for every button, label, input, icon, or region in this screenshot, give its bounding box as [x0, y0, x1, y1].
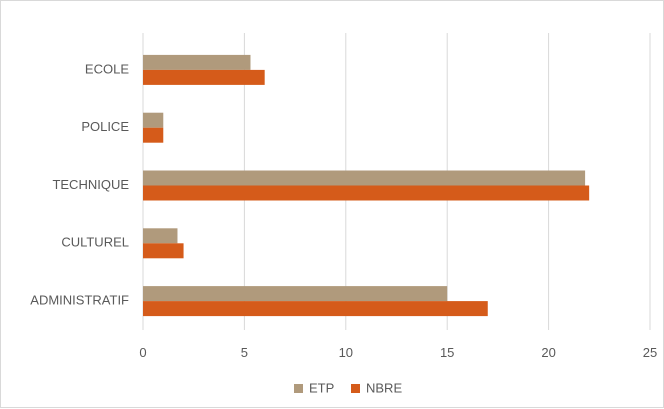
category-labels: ECOLE POLICE TECHNIQUE CULTUREL ADMINISTRATI… — [30, 61, 129, 307]
tick-label-25: 25 — [643, 345, 657, 360]
category-label-police: POLICE — [81, 119, 129, 134]
bar-nbre-technique — [143, 185, 590, 201]
bar-etp-administratif — [143, 286, 448, 302]
bar-nbre-ecole — [143, 69, 265, 85]
category-label-culturel: CULTUREL — [61, 235, 129, 250]
x-axis-tick-labels: 0 5 10 15 20 25 — [139, 345, 657, 360]
bar-etp-police — [143, 112, 164, 128]
bar-etp-technique — [143, 170, 586, 186]
bar-etp-ecole — [143, 54, 251, 70]
legend-swatch-nbre — [351, 384, 360, 393]
legend-label-etp: ETP — [309, 380, 334, 395]
bar-nbre-police — [143, 127, 164, 143]
bars — [143, 54, 590, 317]
tick-label-20: 20 — [541, 345, 555, 360]
category-label-administratif: ADMINISTRATIF — [30, 293, 129, 308]
category-label-technique: TECHNIQUE — [52, 177, 129, 192]
tick-label-5: 5 — [241, 345, 248, 360]
legend-label-nbre: NBRE — [366, 380, 402, 395]
tick-label-0: 0 — [139, 345, 146, 360]
tick-label-10: 10 — [339, 345, 353, 360]
legend: ETP NBRE — [294, 380, 402, 395]
category-label-ecole: ECOLE — [85, 61, 129, 76]
legend-swatch-etp — [294, 384, 303, 393]
tick-label-15: 15 — [440, 345, 454, 360]
bar-nbre-administratif — [143, 301, 488, 317]
bar-nbre-culturel — [143, 243, 184, 259]
bar-etp-culturel — [143, 228, 178, 244]
